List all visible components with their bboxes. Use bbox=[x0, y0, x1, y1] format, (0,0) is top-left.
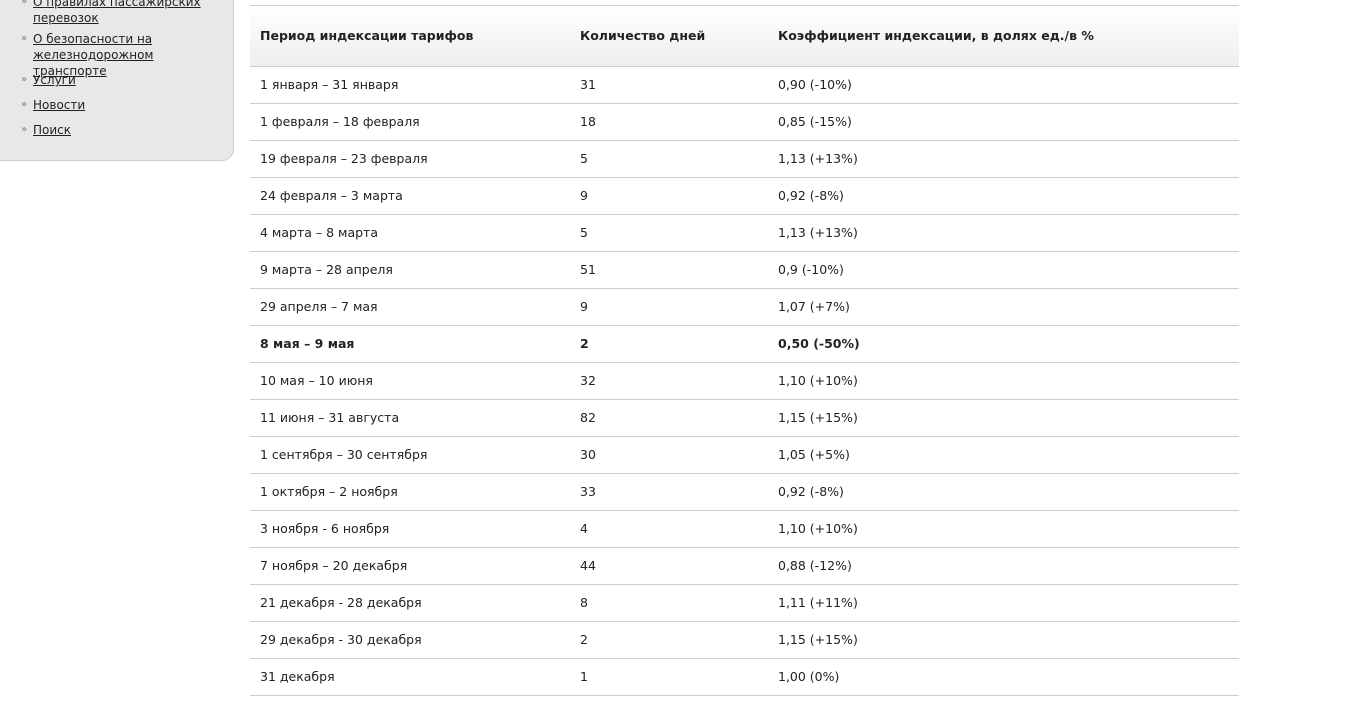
sidebar-link-passenger-rules[interactable]: О правилах пассажирских перевозок bbox=[33, 0, 201, 25]
cell-coefficient: 1,05 (+5%) bbox=[768, 436, 1239, 474]
cell-days: 9 bbox=[570, 177, 768, 215]
table-row: 11 июня – 31 августа 82 1,15 (+15%) bbox=[250, 399, 1239, 437]
bullet-icon: » bbox=[21, 99, 28, 110]
sidebar-item-services[interactable]: » Услуги bbox=[21, 72, 226, 88]
cell-period: 1 января – 31 января bbox=[250, 66, 570, 104]
cell-days: 2 bbox=[570, 621, 768, 659]
cell-days: 5 bbox=[570, 214, 768, 252]
cell-coefficient: 1,15 (+15%) bbox=[768, 399, 1239, 437]
sidebar-menu: » О правилах пассажирских перевозок » О … bbox=[0, 0, 234, 161]
cell-period: 19 февраля – 23 февраля bbox=[250, 140, 570, 178]
table-row: 10 мая – 10 июня 32 1,10 (+10%) bbox=[250, 362, 1239, 400]
cell-coefficient: 1,10 (+10%) bbox=[768, 362, 1239, 400]
column-header-coefficient: Коэффициент индексации, в долях ед./в % bbox=[768, 6, 1239, 67]
cell-period: 7 ноября – 20 декабря bbox=[250, 547, 570, 585]
table-header: Период индексации тарифов Количество дне… bbox=[250, 6, 1239, 67]
cell-period: 1 октября – 2 ноября bbox=[250, 473, 570, 511]
cell-period: 8 мая – 9 мая bbox=[250, 325, 570, 363]
table-row: 1 сентября – 30 сентября 30 1,05 (+5%) bbox=[250, 436, 1239, 474]
sidebar-item-search[interactable]: » Поиск bbox=[21, 122, 226, 138]
cell-period: 1 февраля – 18 февраля bbox=[250, 103, 570, 141]
table-row: 29 апреля – 7 мая 9 1,07 (+7%) bbox=[250, 288, 1239, 326]
cell-coefficient: 1,13 (+13%) bbox=[768, 140, 1239, 178]
cell-coefficient: 0,92 (-8%) bbox=[768, 473, 1239, 511]
cell-coefficient: 1,15 (+15%) bbox=[768, 621, 1239, 659]
cell-period: 9 марта – 28 апреля bbox=[250, 251, 570, 289]
table-row: 29 декабря - 30 декабря 2 1,15 (+15%) bbox=[250, 621, 1239, 659]
cell-days: 5 bbox=[570, 140, 768, 178]
cell-period: 29 декабря - 30 декабря bbox=[250, 621, 570, 659]
table-row: 1 февраля – 18 февраля 18 0,85 (-15%) bbox=[250, 103, 1239, 141]
table-body: 1 января – 31 января 31 0,90 (-10%) 1 февра… bbox=[250, 66, 1239, 696]
cell-days: 32 bbox=[570, 362, 768, 400]
table-row: 4 марта – 8 марта 5 1,13 (+13%) bbox=[250, 214, 1239, 252]
cell-coefficient: 0,50 (-50%) bbox=[768, 325, 1239, 363]
cell-period: 24 февраля – 3 марта bbox=[250, 177, 570, 215]
column-header-period: Период индексации тарифов bbox=[250, 6, 570, 67]
cell-days: 18 bbox=[570, 103, 768, 141]
tariff-indexation-table: Период индексации тарифов Количество дне… bbox=[250, 6, 1239, 696]
cell-days: 33 bbox=[570, 473, 768, 511]
column-header-days: Количество дней bbox=[570, 6, 768, 67]
cell-coefficient: 0,9 (-10%) bbox=[768, 251, 1239, 289]
bullet-icon: » bbox=[21, 33, 28, 44]
sidebar-item-railway-safety[interactable]: » О безопасности на железнодорожном тран… bbox=[21, 31, 226, 79]
table-row: 8 мая – 9 мая 2 0,50 (-50%) bbox=[250, 325, 1239, 363]
sidebar-link-railway-safety[interactable]: О безопасности на железнодорожном трансп… bbox=[33, 32, 154, 78]
table-row: 19 февраля – 23 февраля 5 1,13 (+13%) bbox=[250, 140, 1239, 178]
cell-coefficient: 1,07 (+7%) bbox=[768, 288, 1239, 326]
cell-coefficient: 1,11 (+11%) bbox=[768, 584, 1239, 622]
cell-days: 82 bbox=[570, 399, 768, 437]
cell-period: 1 сентября – 30 сентября bbox=[250, 436, 570, 474]
bullet-icon: » bbox=[21, 74, 28, 85]
cell-coefficient: 1,00 (0%) bbox=[768, 658, 1239, 696]
bullet-icon: » bbox=[21, 0, 28, 7]
table-row: 3 ноября - 6 ноября 4 1,10 (+10%) bbox=[250, 510, 1239, 548]
table-row: 31 декабря 1 1,00 (0%) bbox=[250, 658, 1239, 696]
table-row: 21 декабря - 28 декабря 8 1,11 (+11%) bbox=[250, 584, 1239, 622]
cell-days: 2 bbox=[570, 325, 768, 363]
cell-period: 10 мая – 10 июня bbox=[250, 362, 570, 400]
cell-days: 31 bbox=[570, 66, 768, 104]
cell-period: 3 ноября - 6 ноября bbox=[250, 510, 570, 548]
bullet-icon: » bbox=[21, 124, 28, 135]
table-row: 7 ноября – 20 декабря 44 0,88 (-12%) bbox=[250, 547, 1239, 585]
cell-period: 29 апреля – 7 мая bbox=[250, 288, 570, 326]
cell-days: 9 bbox=[570, 288, 768, 326]
cell-days: 4 bbox=[570, 510, 768, 548]
cell-period: 11 июня – 31 августа bbox=[250, 399, 570, 437]
table-row: 1 октября – 2 ноября 33 0,92 (-8%) bbox=[250, 473, 1239, 511]
table-row: 1 января – 31 января 31 0,90 (-10%) bbox=[250, 66, 1239, 104]
cell-days: 51 bbox=[570, 251, 768, 289]
sidebar-item-passenger-rules[interactable]: » О правилах пассажирских перевозок bbox=[21, 0, 226, 26]
cell-coefficient: 0,88 (-12%) bbox=[768, 547, 1239, 585]
cell-period: 21 декабря - 28 декабря bbox=[250, 584, 570, 622]
sidebar-link-news[interactable]: Новости bbox=[33, 98, 86, 112]
sidebar-item-news[interactable]: » Новости bbox=[21, 97, 226, 113]
sidebar-link-search[interactable]: Поиск bbox=[33, 123, 72, 137]
cell-days: 8 bbox=[570, 584, 768, 622]
table-row: 24 февраля – 3 марта 9 0,92 (-8%) bbox=[250, 177, 1239, 215]
cell-days: 1 bbox=[570, 658, 768, 696]
cell-coefficient: 1,10 (+10%) bbox=[768, 510, 1239, 548]
cell-days: 30 bbox=[570, 436, 768, 474]
sidebar-link-services[interactable]: Услуги bbox=[33, 73, 76, 87]
table-top-divider bbox=[250, 5, 1239, 6]
table-header-row: Период индексации тарифов Количество дне… bbox=[250, 6, 1239, 67]
table-row: 9 марта – 28 апреля 51 0,9 (-10%) bbox=[250, 251, 1239, 289]
cell-coefficient: 0,85 (-15%) bbox=[768, 103, 1239, 141]
cell-coefficient: 0,92 (-8%) bbox=[768, 177, 1239, 215]
cell-coefficient: 0,90 (-10%) bbox=[768, 66, 1239, 104]
cell-period: 4 марта – 8 марта bbox=[250, 214, 570, 252]
cell-coefficient: 1,13 (+13%) bbox=[768, 214, 1239, 252]
cell-period: 31 декабря bbox=[250, 658, 570, 696]
cell-days: 44 bbox=[570, 547, 768, 585]
